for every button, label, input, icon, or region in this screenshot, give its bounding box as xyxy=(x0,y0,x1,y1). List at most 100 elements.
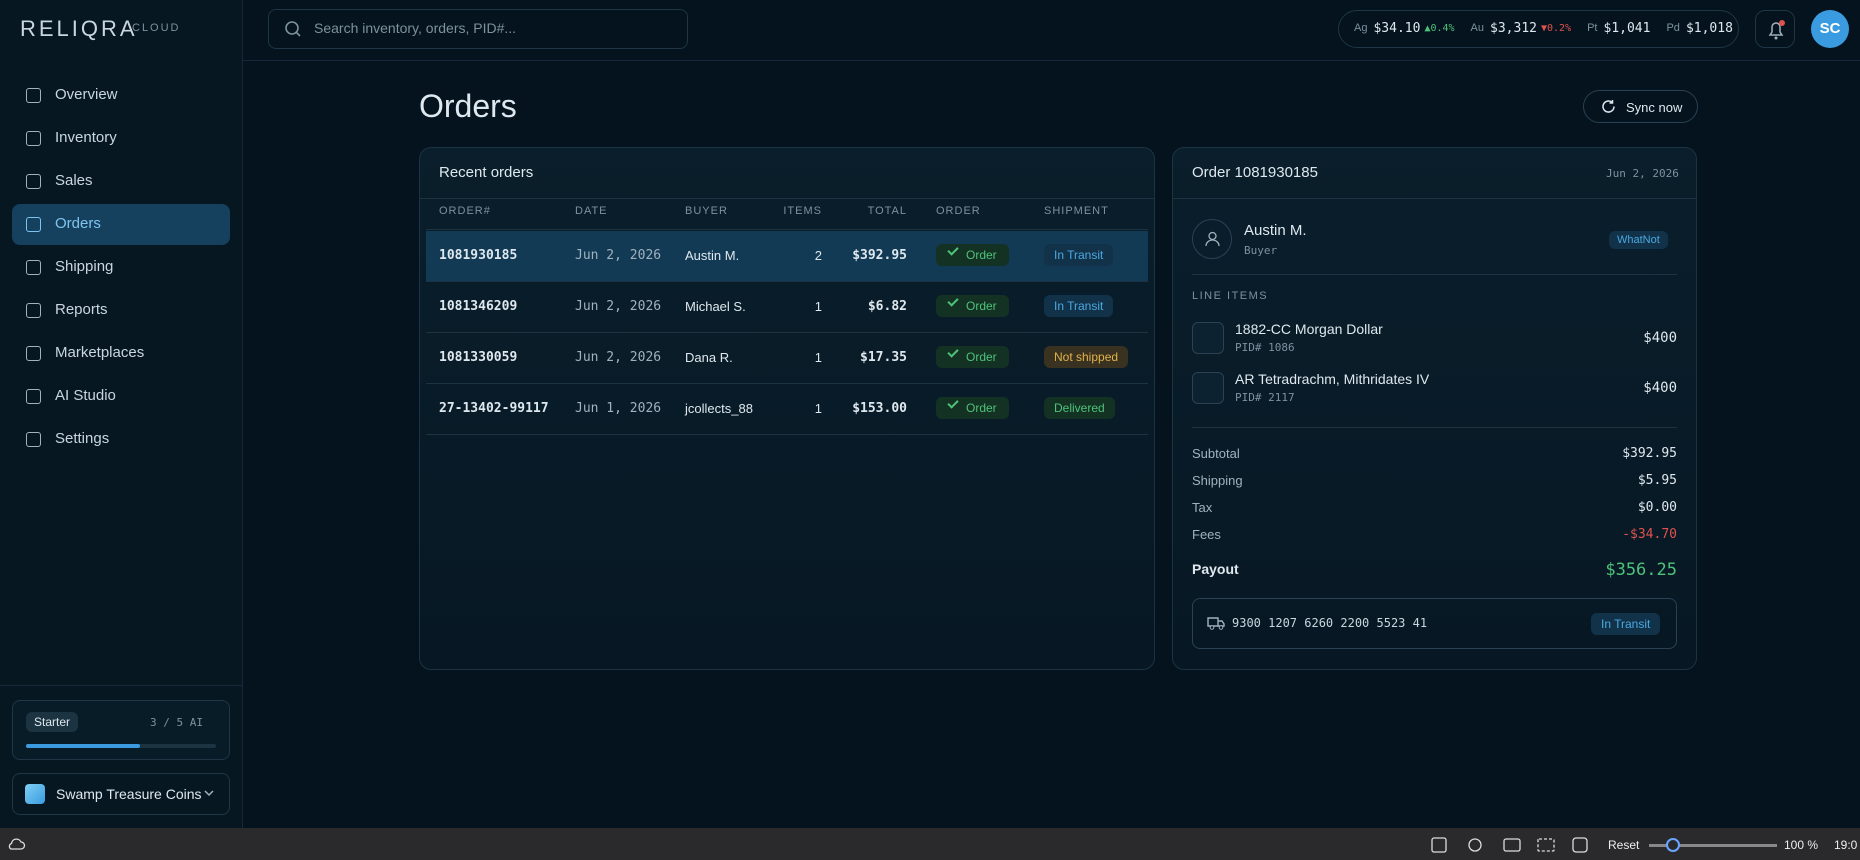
divider xyxy=(420,198,1154,199)
column-header: ORDER xyxy=(936,205,981,217)
nav-item[interactable]: Shipping xyxy=(55,258,114,275)
nav-item[interactable]: Inventory xyxy=(55,129,117,146)
shipment-badge: Not shipped xyxy=(1044,346,1129,368)
zoom-slider[interactable] xyxy=(1649,844,1777,847)
line-items-label: LINE ITEMS xyxy=(1192,290,1269,302)
cell: 27-13402-99117 xyxy=(439,401,549,416)
summary-label: Shipping xyxy=(1192,473,1243,488)
row[interactable] xyxy=(426,333,1148,384)
shipment-badge: In Transit xyxy=(1044,295,1114,317)
metal-symbol: Ag xyxy=(1354,22,1368,34)
item-price: $400 xyxy=(1643,380,1677,396)
metal-symbol: Pd xyxy=(1666,22,1680,34)
metal-price: $1,018 xyxy=(1685,21,1733,36)
store-switcher[interactable] xyxy=(12,773,230,815)
detail-date: Jun 2, 2026 xyxy=(1606,167,1679,180)
detail-card xyxy=(1172,147,1697,670)
notifications[interactable] xyxy=(1755,10,1795,48)
brand-suffix: CLOUD xyxy=(132,22,181,34)
cell: Michael S. xyxy=(685,299,746,314)
cell: 1 xyxy=(814,299,822,314)
order-badge: Order xyxy=(936,346,1009,368)
summary-label: Fees xyxy=(1192,527,1221,542)
metals-bar xyxy=(1338,10,1739,48)
usage-track xyxy=(26,744,216,748)
summary-label: Tax xyxy=(1192,500,1213,515)
item-thumb xyxy=(1192,322,1224,354)
divider xyxy=(0,685,243,686)
row[interactable] xyxy=(426,384,1148,435)
item-pid: PID# 2117 xyxy=(1235,391,1295,404)
cell: 1081930185 xyxy=(439,248,518,263)
metal-change: ▲0.4% xyxy=(1424,23,1455,34)
divider xyxy=(426,229,1148,230)
search-icon xyxy=(285,21,301,37)
item-pid: PID# 1086 xyxy=(1235,341,1295,354)
sync-button[interactable]: Sync now xyxy=(1583,90,1698,123)
table-title: Recent orders xyxy=(439,164,534,181)
nav-item[interactable]: Settings xyxy=(55,430,110,447)
page-title: Orders xyxy=(419,88,517,124)
nav-item[interactable]: Overview xyxy=(55,86,118,103)
toolbar-icons[interactable] xyxy=(1430,836,1590,854)
divider xyxy=(1192,274,1677,275)
column-header: ORDER# xyxy=(439,205,491,217)
metal-price: $34.10 xyxy=(1373,21,1421,36)
cell: 1081330059 xyxy=(439,350,518,365)
cell: Austin M. xyxy=(685,248,740,263)
nav-active xyxy=(12,204,230,245)
metal-symbol: Pt xyxy=(1587,22,1598,34)
nav-icon xyxy=(26,174,41,189)
summary-value: -$34.70 xyxy=(1622,527,1677,542)
cell: Jun 2, 2026 xyxy=(575,299,662,314)
detail-title: Order 1081930185 xyxy=(1192,164,1318,181)
nav-item[interactable]: Reports xyxy=(55,301,108,318)
reset[interactable]: Reset xyxy=(1608,838,1640,852)
column-header: DATE xyxy=(575,205,608,217)
plan-usage: 3 / 5 AI xyxy=(150,716,203,729)
selected-row[interactable] xyxy=(426,231,1148,282)
cell: 1081346209 xyxy=(439,299,518,314)
payout-label: Payout xyxy=(1192,561,1239,577)
tracking-number: 9300 1207 6260 2200 5523 41 xyxy=(1232,616,1428,630)
marketplace-badge: WhatNot xyxy=(1609,231,1668,249)
nav-icon xyxy=(26,389,41,404)
sync-icon xyxy=(1602,100,1615,113)
divider xyxy=(1173,198,1696,199)
buyer-name: Austin M. xyxy=(1244,222,1307,239)
cell: 2 xyxy=(814,248,822,263)
metal-change: ▼0.2% xyxy=(1540,23,1572,34)
summary-value: $392.95 xyxy=(1622,446,1677,461)
row[interactable] xyxy=(426,282,1148,333)
nav-item[interactable]: Orders xyxy=(55,215,101,232)
cell: Jun 1, 2026 xyxy=(575,401,662,416)
nav-item[interactable]: Marketplaces xyxy=(55,344,145,361)
zoom-thumb[interactable] xyxy=(1666,838,1680,852)
nav-item[interactable]: AI Studio xyxy=(55,387,116,404)
store-name: Swamp Treasure Coins xyxy=(56,786,202,802)
chevron xyxy=(204,790,214,797)
cell: $392.95 xyxy=(852,248,907,263)
order-badge: Order xyxy=(936,244,1009,266)
nav-icon xyxy=(26,303,41,318)
cell: 1 xyxy=(814,350,822,365)
tracking-status: In Transit xyxy=(1591,613,1661,635)
nav-icon xyxy=(26,432,41,447)
search-box[interactable] xyxy=(268,9,688,49)
truck-icon xyxy=(1207,617,1225,630)
buyer-role: Buyer xyxy=(1244,244,1278,257)
cell: Jun 2, 2026 xyxy=(575,350,662,365)
nav-item[interactable]: Sales xyxy=(55,172,93,189)
zoom: 100 % xyxy=(1784,838,1819,852)
tracking-box xyxy=(1192,598,1677,649)
avatar[interactable]: SC xyxy=(1811,10,1849,48)
shipment-badge: Delivered xyxy=(1044,397,1115,419)
cell: $17.35 xyxy=(860,350,907,365)
buyer-avatar xyxy=(1192,219,1232,259)
divider xyxy=(1192,427,1677,428)
item-name: AR Tetradrachm, Mithridates IV xyxy=(1235,371,1430,387)
nav-icon xyxy=(26,131,41,146)
nav-icon xyxy=(26,346,41,361)
clock: 19:0 xyxy=(1834,838,1858,852)
